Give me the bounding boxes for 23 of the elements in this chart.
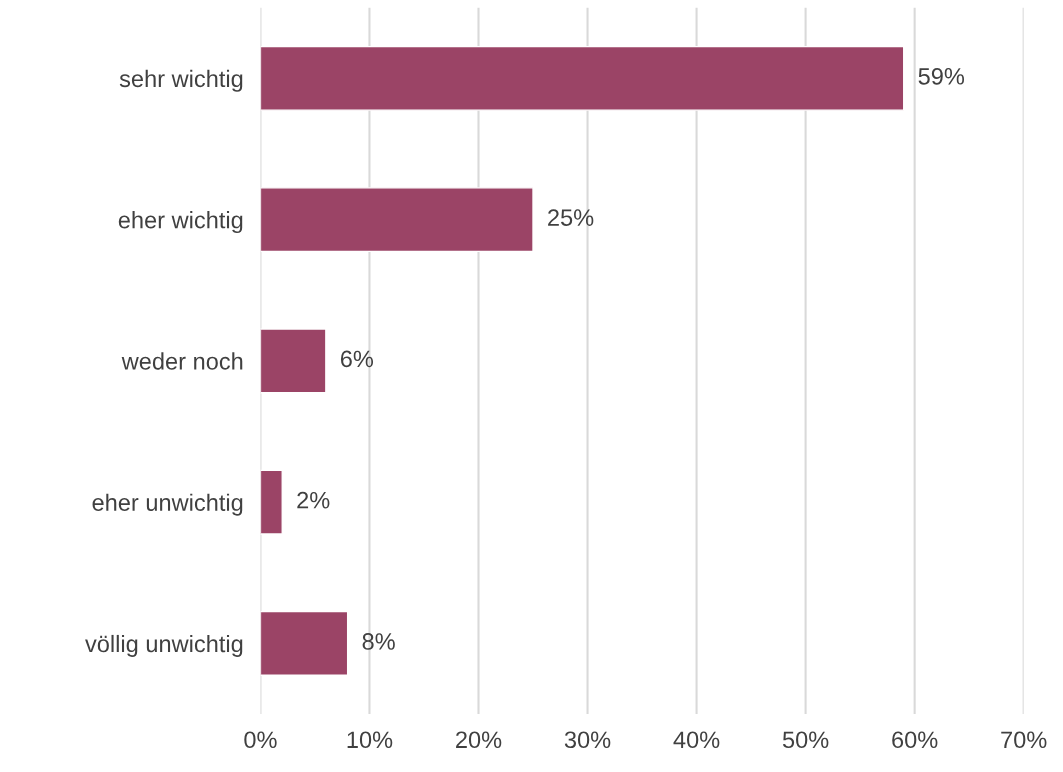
data-label: 25% xyxy=(548,209,594,226)
bar xyxy=(260,328,327,394)
data-label: 6% xyxy=(340,350,374,368)
data-label: 2% xyxy=(297,491,330,509)
x-tick-label: 30% xyxy=(564,731,611,749)
y-tick-label: eher wichtig xyxy=(118,211,243,234)
x-tick-label: 40% xyxy=(673,731,720,749)
x-tick-label: 60% xyxy=(892,731,938,749)
y-tick-label: sehr wichtig xyxy=(119,69,243,92)
y-tick-label: weder noch xyxy=(121,352,243,370)
data-label: 59% xyxy=(918,67,965,85)
bar xyxy=(260,610,349,676)
bar xyxy=(260,187,534,253)
x-tick-label: 0% xyxy=(244,731,277,749)
bar xyxy=(260,469,283,535)
y-tick-label: eher unwichtig xyxy=(92,493,243,516)
y-tick-label: völlig unwichtig xyxy=(85,634,243,657)
bar xyxy=(260,45,905,111)
x-tick-label: 50% xyxy=(782,731,829,749)
data-label: 8% xyxy=(362,633,395,650)
x-tick-label: 20% xyxy=(456,731,502,749)
x-tick-label: 10% xyxy=(347,731,393,749)
x-tick-label: 70% xyxy=(1001,731,1047,749)
